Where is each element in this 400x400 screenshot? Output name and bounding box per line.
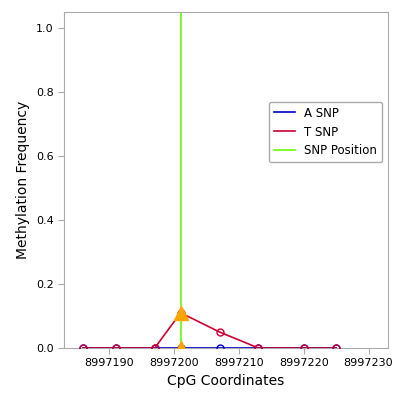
Legend: A SNP, T SNP, SNP Position: A SNP, T SNP, SNP Position xyxy=(269,102,382,162)
X-axis label: CpG Coordinates: CpG Coordinates xyxy=(167,374,285,388)
Y-axis label: Methylation Frequency: Methylation Frequency xyxy=(16,101,30,259)
